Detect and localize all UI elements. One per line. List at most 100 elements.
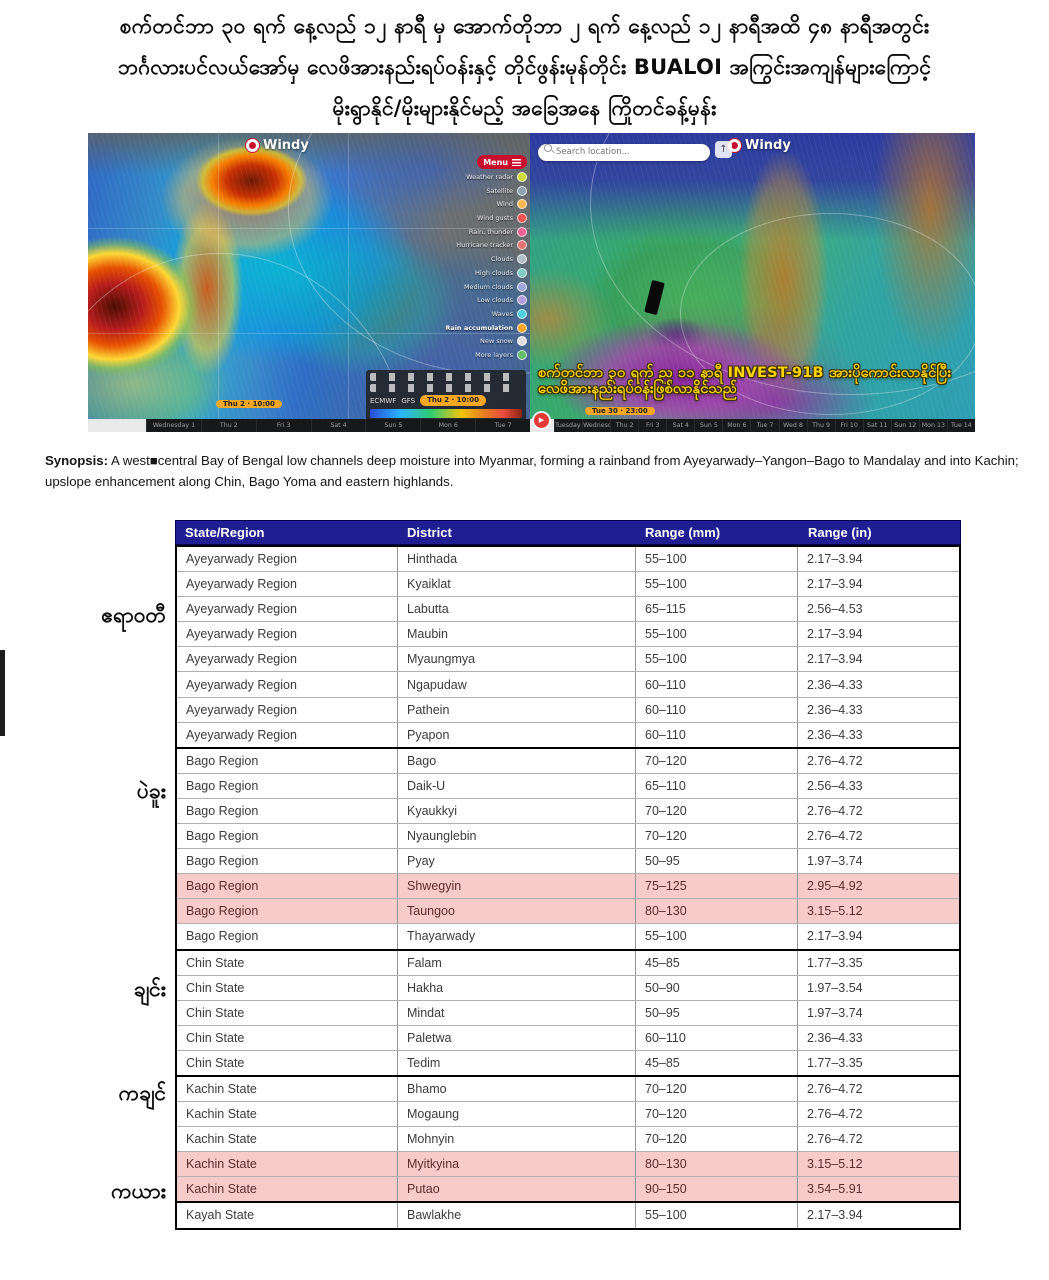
timeline-day[interactable]: Sun 12: [890, 419, 919, 432]
timeline-day[interactable]: Fri 3: [638, 419, 666, 432]
model-gfs[interactable]: GFS: [401, 396, 416, 405]
layer-menu-item[interactable]: Waves: [492, 308, 527, 319]
table-cell: 55–100: [635, 1203, 797, 1228]
table-cell: 80–130: [635, 899, 797, 924]
table-cell: 60–110: [635, 1025, 797, 1050]
rain-accumulation-map[interactable]: Windy Menu Weather radar Satellite Wind Win…: [88, 133, 530, 432]
table-cell: 50–90: [635, 975, 797, 1000]
timeline-day[interactable]: Sun 5: [365, 419, 420, 432]
timeline-day[interactable]: Wednesday 1: [146, 419, 201, 432]
timeline-day[interactable]: Tue 14: [946, 419, 975, 432]
table-cell: 2.36–4.33: [797, 1025, 959, 1050]
timeline-day[interactable]: Fri 3: [255, 419, 311, 432]
search-input[interactable]: [538, 143, 710, 161]
table-cell: 1.77–3.35: [797, 950, 959, 975]
timeline-day[interactable]: Tuesday 30: [554, 419, 582, 432]
timeline-day[interactable]: Wed 8: [778, 419, 807, 432]
timeline-day[interactable]: Tue 7: [750, 419, 778, 432]
table-cell: Maubin: [397, 622, 635, 647]
menu-button[interactable]: Menu: [477, 155, 527, 169]
map-screenshots: Windy Menu Weather radar Satellite Wind Win…: [88, 133, 975, 432]
table-cell: 55–100: [635, 647, 797, 672]
layer-menu-item[interactable]: Hurricane tracker: [456, 240, 527, 251]
layer-menu-item[interactable]: High clouds: [475, 267, 527, 278]
table-cell: Daik-U: [397, 773, 635, 798]
layer-menu-item[interactable]: Weather radar: [466, 171, 527, 183]
layer-menu-item[interactable]: More layers: [475, 349, 527, 360]
menu-label: Menu: [483, 157, 508, 167]
table-cell: 2.76–4.72: [797, 824, 959, 849]
table-cell: 45–85: [635, 1050, 797, 1075]
model-ecmwf[interactable]: ECMWF: [370, 396, 397, 405]
playhead-time-pill[interactable]: Thu 2 · 10:00: [216, 391, 282, 410]
timeline-day[interactable]: Tue 7: [475, 419, 530, 432]
title-line-2: ဘင်္ဂလားပင်လယ်အော်မှ လေဖိအားနည်းရပ်ဝန်းန…: [117, 55, 932, 79]
layer-menu-label: Rain, thunder: [468, 227, 513, 236]
layer-menu-item[interactable]: Rain, thunder: [469, 226, 527, 237]
table-cell: 70–120: [635, 1127, 797, 1152]
timeline-day[interactable]: Thu 2: [200, 419, 256, 432]
layer-menu-item[interactable]: Medium clouds: [464, 281, 527, 292]
selected-time-pill[interactable]: Thu 2 · 10:00: [420, 395, 486, 406]
playhead-time-pill[interactable]: Tue 30 · 23:00: [585, 398, 655, 417]
table-cell: Hinthada: [397, 547, 635, 572]
layer-menu-label: Low clouds: [477, 296, 513, 305]
table-row: Bago Region Shwegyin 75–125 2.95–4.92: [177, 873, 959, 899]
table-cell: Ayeyarwady Region: [186, 652, 297, 667]
timeline-day[interactable]: Thu 9: [806, 419, 835, 432]
timeline-left[interactable]: Wednesday 1 Thu 2 Fri 3 Sat 4 Sun 5 Mon 6 Tue …: [88, 419, 530, 432]
table-cell: 65–110: [635, 773, 797, 798]
table-cell: Kayah State: [186, 1208, 255, 1223]
timeline-day[interactable]: Mon 13: [918, 419, 947, 432]
layer-menu-item[interactable]: Wind: [497, 199, 527, 210]
table-cell: 1.97–3.74: [797, 1000, 959, 1025]
table-row: Kachin State Myitkyina 80–130 3.15–5.12: [177, 1151, 959, 1177]
table-cell: Bago Region: [186, 904, 259, 919]
layer-menu-item[interactable]: Wind gusts: [477, 212, 527, 224]
table-cell: Ayeyarwady Region: [186, 727, 297, 742]
layer-menu-items: Weather radar Satellite Wind Wind gusts Rain…: [445, 171, 527, 360]
table-cell: 2.56–4.33: [797, 773, 959, 798]
play-button[interactable]: ▶: [534, 413, 549, 428]
timeline-day[interactable]: Wednesday 1: [582, 419, 610, 432]
layer-menu-item[interactable]: Rain accumulation: [445, 322, 527, 333]
layer-menu-item[interactable]: Satellite: [486, 185, 527, 196]
timeline-day[interactable]: Mon 6: [420, 419, 475, 432]
layer-menu-item[interactable]: Clouds: [491, 254, 527, 265]
table-cell: Mindat: [397, 1000, 635, 1025]
table-cell: Bago Region: [186, 753, 259, 768]
layer-icon: [517, 254, 527, 265]
table-row: Kachin State Mohnyin 70–120 2.76–4.72: [177, 1126, 959, 1152]
wind-map[interactable]: ↑ Windy စက်တင်ဘာ ၃၀ ရက် ည ၁၁ နာရီ INVEST…: [530, 133, 975, 432]
timeline-day[interactable]: Thu 2: [610, 419, 638, 432]
layer-menu-label: Waves: [491, 309, 513, 318]
timeline-day[interactable]: Sat 4: [666, 419, 694, 432]
layer-icon: [517, 267, 527, 278]
table-cell: Nyaunglebin: [397, 824, 635, 849]
timeline-day[interactable]: Sat 11: [862, 419, 891, 432]
title-line-3: မိုးရွာနိုင်/မိုးများနိုင်မည့် အခြေအနေ က…: [332, 96, 717, 120]
layer-menu-item[interactable]: New snow: [480, 336, 527, 347]
table-row: Bago Region Thayarwady 55–100 2.17–3.94: [177, 923, 959, 949]
table-cell: Chin State: [186, 980, 245, 995]
timeline-day[interactable]: Sun 5: [694, 419, 722, 432]
table-row: Chin State Tedim 45–85 1.77–3.35: [177, 1049, 959, 1075]
table-cell: 2.95–4.92: [797, 874, 959, 899]
timeline-day[interactable]: Mon 6: [722, 419, 750, 432]
map-toolbar-icons[interactable]: [370, 373, 522, 381]
layer-icon: [517, 185, 527, 196]
table-group: Kachin State Bhamo 70–120 2.76–4.72 Kachin S…: [175, 1074, 961, 1204]
table-cell: Bago Region: [186, 803, 259, 818]
table-cell: Falam: [397, 950, 635, 975]
layer-icon: [517, 281, 527, 292]
timeline-day[interactable]: Fri 10: [834, 419, 863, 432]
table-row: Chin State Mindat 50–95 1.97–3.74: [177, 999, 959, 1025]
layer-menu-item[interactable]: Low clouds: [477, 295, 527, 306]
layer-menu-label: Rain accumulation: [445, 323, 513, 332]
timeline-day[interactable]: Sat 4: [310, 419, 366, 432]
share-icon[interactable]: ↑: [715, 141, 732, 159]
table-cell: 90–150: [635, 1177, 797, 1202]
map-toolbar-icons[interactable]: [370, 384, 522, 392]
table-cell: Kachin State: [186, 1082, 257, 1097]
